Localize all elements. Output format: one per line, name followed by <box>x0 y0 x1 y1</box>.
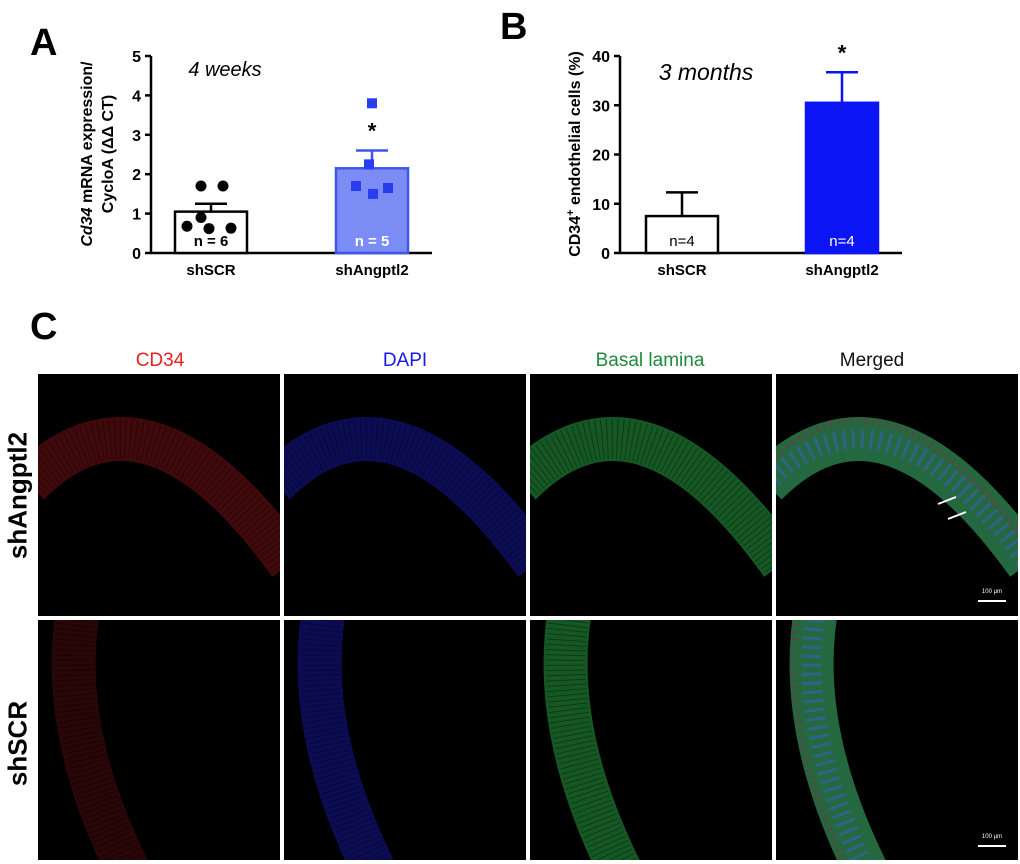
scale-bar-label: 100 µm <box>981 589 1003 595</box>
y-tick-label: 1 <box>132 207 141 224</box>
micrograph-dapi-shscr <box>284 620 526 860</box>
data-point <box>367 98 377 109</box>
row-label-shscr: shSCR <box>2 700 33 787</box>
micrograph-merged-shscr: 100 µm <box>776 620 1018 860</box>
scale-bar <box>978 600 1006 602</box>
x-tick-label: shSCR <box>657 262 706 279</box>
data-point <box>383 182 393 193</box>
n-label: n = 5 <box>355 233 390 250</box>
x-tick-label: shAngptl2 <box>805 262 878 279</box>
arrow-marker <box>947 511 967 520</box>
y-axis-label: Cd34 mRNA expression/ <box>79 61 96 247</box>
y-tick-label: 40 <box>592 49 610 66</box>
y-tick-label: 0 <box>601 246 610 263</box>
micrograph-basal-lamina-shangptl2 <box>530 374 772 616</box>
data-point <box>195 180 207 192</box>
n-label: n = 6 <box>194 233 229 250</box>
arrow-marker <box>937 496 957 505</box>
scale-bar-label: 100 µm <box>981 834 1003 840</box>
n-label: n=4 <box>829 233 854 250</box>
panel-b-letter: B <box>500 6 528 48</box>
y-tick-label: 3 <box>132 128 141 145</box>
column-label-cd34: CD34 <box>135 350 185 371</box>
y-axis-label: CD34+ endothelial cells (%) <box>565 51 584 257</box>
chart-a: 0 1 2 3 4 5 shSCR n = 6 shAngptl2 n = 5 * 4 weeks Cd… <box>79 49 432 279</box>
y-tick-label: 4 <box>132 88 141 105</box>
row-label-shangptl2: shAngptl2 <box>2 431 33 560</box>
data-point <box>225 222 237 234</box>
y-tick-label: 30 <box>592 98 610 115</box>
column-label-merged: Merged <box>839 350 905 371</box>
micrograph-dapi-shangptl2 <box>284 374 526 616</box>
micrograph-cd34-shangptl2 <box>38 374 280 616</box>
bar <box>804 101 880 255</box>
data-point <box>195 212 207 224</box>
micrograph-merged-shangptl2: 100 µm <box>776 374 1018 616</box>
chart-b: 0 10 20 30 40 shSCR n=4 shAngptl2 n=4 * 3 months CD… <box>565 40 902 279</box>
column-label-dapi: DAPI <box>382 350 428 371</box>
chart-annotation: 3 months <box>659 59 754 85</box>
column-label-basal-lamina: Basal lamina <box>595 350 705 371</box>
bar <box>334 167 410 255</box>
y-axis-label-line2: CycloA (ΔΔ CT) <box>100 95 117 213</box>
data-point <box>181 220 193 232</box>
scale-bar <box>978 845 1006 847</box>
data-point <box>368 188 378 199</box>
micrograph-basal-lamina-shscr <box>530 620 772 860</box>
significance-marker: * <box>368 119 377 144</box>
micrograph-cd34-shscr <box>38 620 280 860</box>
data-point <box>203 223 215 235</box>
significance-marker: * <box>838 40 847 65</box>
x-tick-label: shSCR <box>186 262 235 279</box>
y-tick-label: 0 <box>132 246 141 263</box>
chart-annotation: 4 weeks <box>188 59 261 81</box>
y-tick-label: 2 <box>132 167 141 184</box>
data-point <box>351 181 361 192</box>
panel-a-letter: A <box>30 22 58 64</box>
panel-c-letter: C <box>30 306 58 348</box>
n-label: n=4 <box>669 233 694 250</box>
x-tick-label: shAngptl2 <box>335 262 408 279</box>
y-tick-label: 20 <box>592 148 610 165</box>
y-tick-label: 5 <box>132 49 141 66</box>
data-point <box>217 180 229 192</box>
data-point <box>364 159 374 170</box>
bar <box>644 214 720 255</box>
y-tick-label: 10 <box>592 197 610 214</box>
